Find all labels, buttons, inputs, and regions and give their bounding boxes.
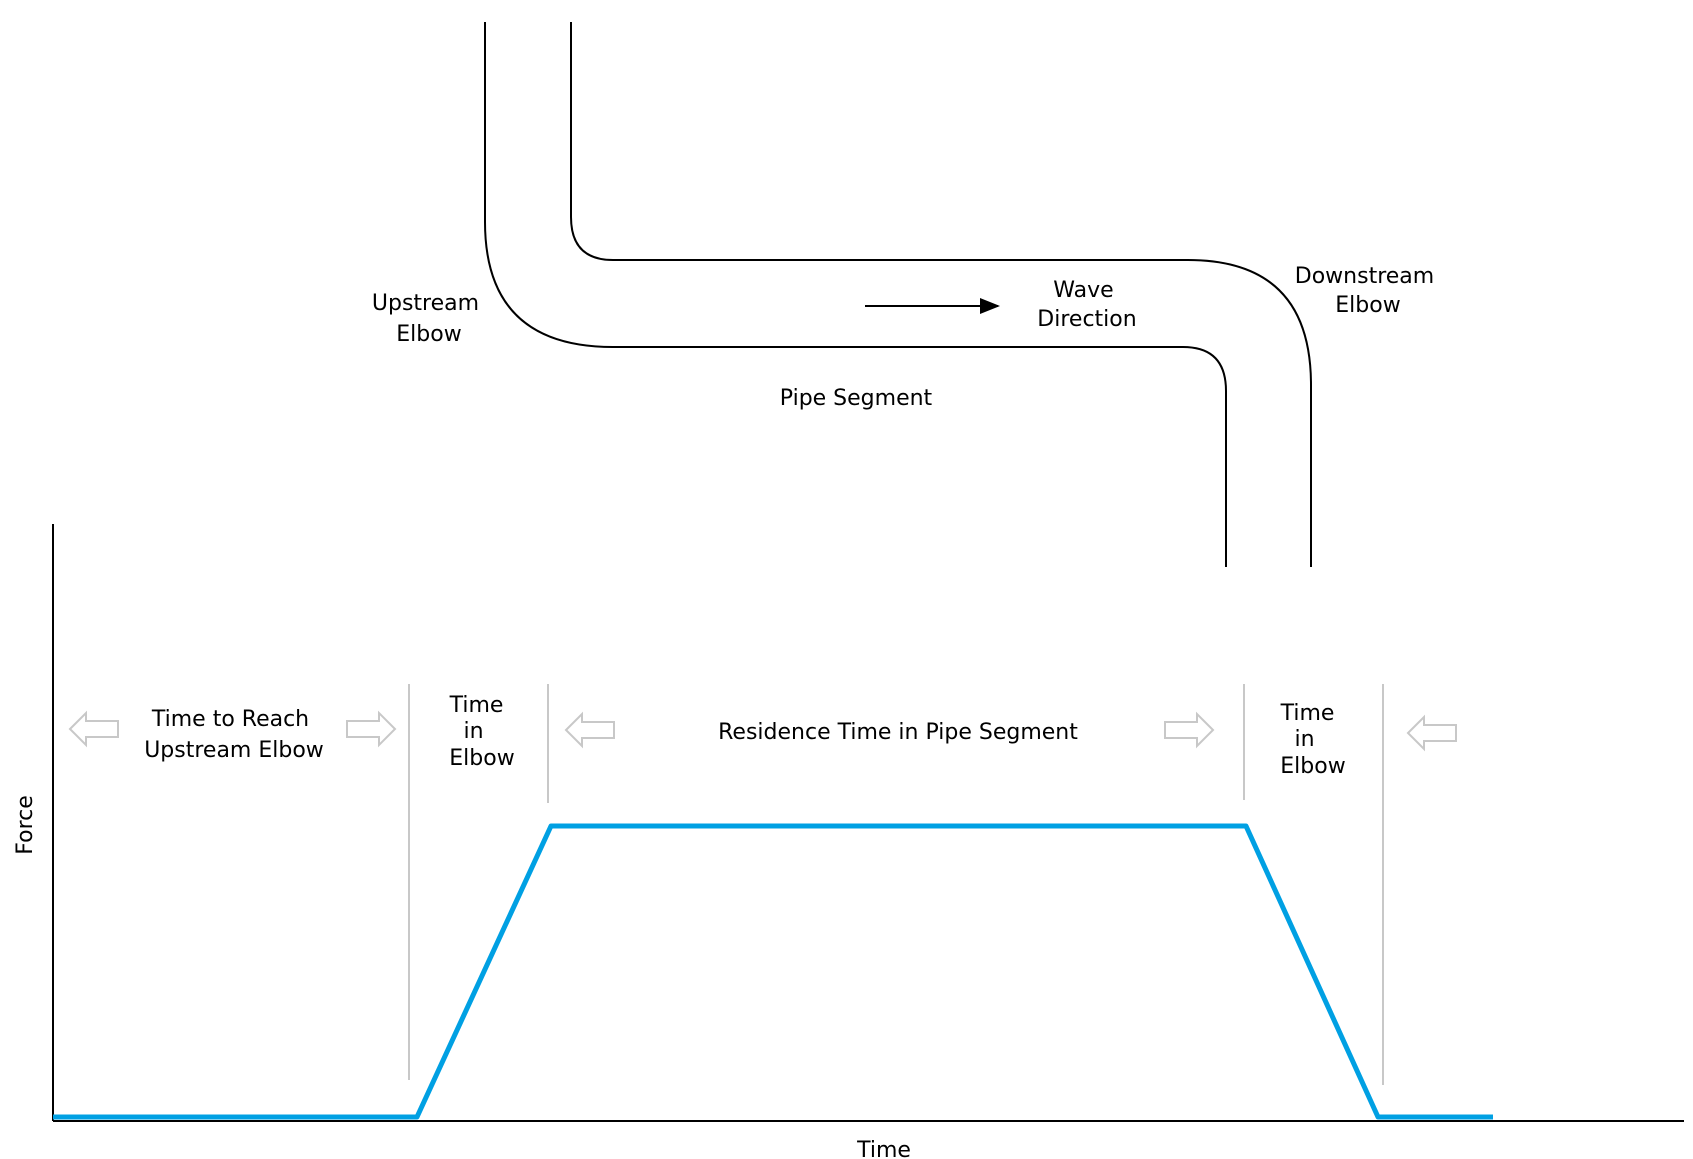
- hollow-right-arrow-icon: [1164, 711, 1215, 749]
- phase-label-reach: Time to Reach Upstream Elbow: [144, 707, 324, 763]
- hollow-left-arrow-icon: [564, 711, 615, 749]
- x-axis-label: Time: [856, 1138, 911, 1159]
- downstream-elbow-label: Downstream Elbow: [1295, 264, 1441, 318]
- hollow-left-arrow-icon: [1406, 714, 1457, 752]
- upstream-elbow-label: Upstream Elbow: [372, 291, 486, 347]
- phase-label-elbow-1: Time in Elbow: [449, 693, 515, 771]
- phase-label-residence: Residence Time in Pipe Segment: [718, 720, 1078, 745]
- hollow-right-arrow-icon: [346, 710, 397, 748]
- wave-direction-label: Wave Direction: [1037, 278, 1136, 332]
- pipe-outer-wall: [484, 22, 1227, 567]
- pipe-segment-label: Pipe Segment: [780, 386, 933, 411]
- pipe-drawing: [484, 22, 1312, 567]
- phase-label-elbow-2: Time in Elbow: [1280, 701, 1346, 779]
- force-curve: [53, 823, 1493, 1120]
- y-axis-label: Force: [13, 795, 38, 855]
- hollow-left-arrow-icon: [68, 710, 119, 748]
- pipe-inner-wall: [570, 22, 1312, 567]
